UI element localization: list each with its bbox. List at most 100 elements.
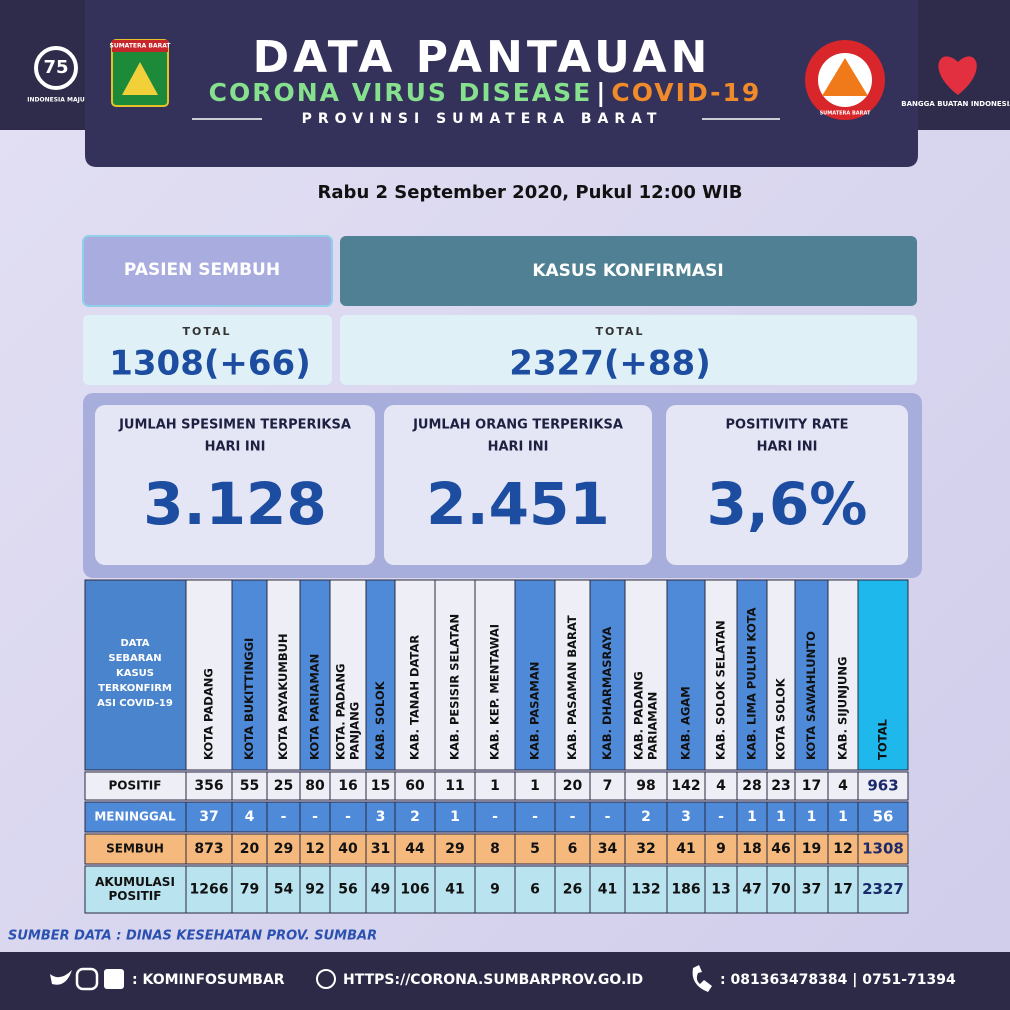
table-cell-text: 142 xyxy=(671,778,700,794)
header-panel xyxy=(85,0,918,167)
table-cell xyxy=(299,833,331,865)
table-cell xyxy=(394,833,436,865)
column-header xyxy=(299,579,331,771)
row-label: POSITIF xyxy=(109,779,162,793)
table-cell-text: 13 xyxy=(711,882,730,898)
table-cell-text: 20 xyxy=(563,778,583,794)
table-cell xyxy=(704,865,738,914)
column-header xyxy=(857,579,909,771)
table-cell-text: 29 xyxy=(274,841,293,857)
table-cell xyxy=(329,833,367,865)
logo-left xyxy=(34,46,78,90)
table-cell-text: 26 xyxy=(563,882,582,898)
table-cell-text: 18 xyxy=(742,841,761,857)
table-cell-text: - xyxy=(532,809,538,825)
table-cell xyxy=(794,801,829,833)
column-header-text: KOTA SOLOK xyxy=(774,677,788,760)
table-cell xyxy=(736,865,768,914)
table-cell xyxy=(266,865,301,914)
column-header-text: KOTA BUKITTINGGI xyxy=(242,638,256,760)
table-cell-text: - xyxy=(492,809,498,825)
table-cell xyxy=(329,771,367,801)
table-cell-text: 15 xyxy=(371,778,390,794)
column-header xyxy=(185,579,233,771)
table-cell-text: 54 xyxy=(274,882,294,898)
icon-instagram xyxy=(75,967,99,991)
column-header-text: KAB. PASAMAN xyxy=(528,662,542,760)
table-cell-text: 17 xyxy=(802,778,821,794)
column-header-text: KOTA PARIAMAN xyxy=(308,654,322,760)
table-cell xyxy=(827,801,859,833)
footer-phone: : 081363478384 | 0751-71394 xyxy=(720,972,956,988)
table-cell xyxy=(185,865,233,914)
table-cell-text: 6 xyxy=(530,882,540,898)
table-cell-text: 37 xyxy=(802,882,821,898)
table-cell xyxy=(736,833,768,865)
table-cell xyxy=(857,865,909,914)
summary-label: PASIEN SEMBUH xyxy=(124,260,280,280)
row-label: AKUMULASI xyxy=(95,875,175,889)
source: SUMBER DATA : DINAS KESEHATAN PROV. SUMB… xyxy=(8,929,377,944)
table-cell-text: - xyxy=(605,809,611,825)
column-header-text: KOTA PADANG xyxy=(202,668,216,760)
column-header xyxy=(434,579,476,771)
table-cell xyxy=(589,801,626,833)
logo-house xyxy=(122,62,158,95)
table-cell-text: 106 xyxy=(400,882,429,898)
table-cell-text: 23 xyxy=(771,778,790,794)
table-cell xyxy=(857,771,909,801)
stat-value: 3,6% xyxy=(707,470,868,538)
table-cell-text: 34 xyxy=(598,841,618,857)
table-cell-text: 1 xyxy=(530,778,540,794)
table-corner-text: TERKONFIRM xyxy=(98,683,172,694)
confirmed-box xyxy=(340,236,917,306)
table-cell xyxy=(794,771,829,801)
table-cell xyxy=(624,801,668,833)
subtitle-main: CORONA VIRUS DISEASE xyxy=(209,78,593,107)
table-cell-text: 7 xyxy=(603,778,613,794)
table-cell xyxy=(766,771,796,801)
table-cell-text: 41 xyxy=(445,882,464,898)
logo-bpbd xyxy=(805,40,885,120)
table-cell xyxy=(827,833,859,865)
stat-value: 2.451 xyxy=(426,470,609,538)
table-cell-text: 2 xyxy=(641,809,651,825)
logo-heart xyxy=(938,56,977,95)
subtitle: CORONA VIRUS DISEASE | COVID-19 xyxy=(209,78,762,107)
table-cell xyxy=(299,801,331,833)
table-cell-text: 963 xyxy=(867,777,898,795)
row-label: SEMBUH xyxy=(106,842,164,856)
column-header xyxy=(589,579,626,771)
table-cell xyxy=(554,771,591,801)
table-cell-text: 31 xyxy=(371,841,390,857)
table-cell-text: 37 xyxy=(199,809,218,825)
column-header xyxy=(514,579,556,771)
table-cell-text: - xyxy=(718,809,724,825)
stat-card xyxy=(666,405,908,565)
table-cell xyxy=(434,865,476,914)
table-cell xyxy=(624,833,668,865)
row-label: MENINGGAL xyxy=(94,810,176,824)
table-cell-text: 1 xyxy=(490,778,500,794)
footer-band xyxy=(0,952,1010,1010)
recovered-total-box xyxy=(83,315,332,385)
table-cell xyxy=(589,865,626,914)
column-header xyxy=(474,579,516,771)
column-header-text: KAB. PADANG xyxy=(632,671,646,760)
table-cell-text: 25 xyxy=(274,778,293,794)
column-header-text: KOTA PAYAKUMBUH xyxy=(276,633,290,760)
table-cell-text: 32 xyxy=(636,841,655,857)
logo-caption: BANGGA BUATAN INDONESIA xyxy=(901,100,1010,108)
icon-phone xyxy=(692,965,712,992)
table-corner-text: SEBARAN xyxy=(108,653,161,664)
logo-number: 75 xyxy=(43,57,68,78)
date: Rabu 2 September 2020, Pukul 12:00 WIB xyxy=(318,182,743,203)
table-cell xyxy=(666,865,706,914)
table-cell-text: 1 xyxy=(747,809,757,825)
column-header-text: KAB. KEP. MENTAWAI xyxy=(488,624,502,760)
table-cell-text: 56 xyxy=(873,808,894,826)
table-cell xyxy=(185,771,233,801)
logo-ring xyxy=(34,46,78,90)
column-header-text: PARIAMAN xyxy=(646,692,660,760)
